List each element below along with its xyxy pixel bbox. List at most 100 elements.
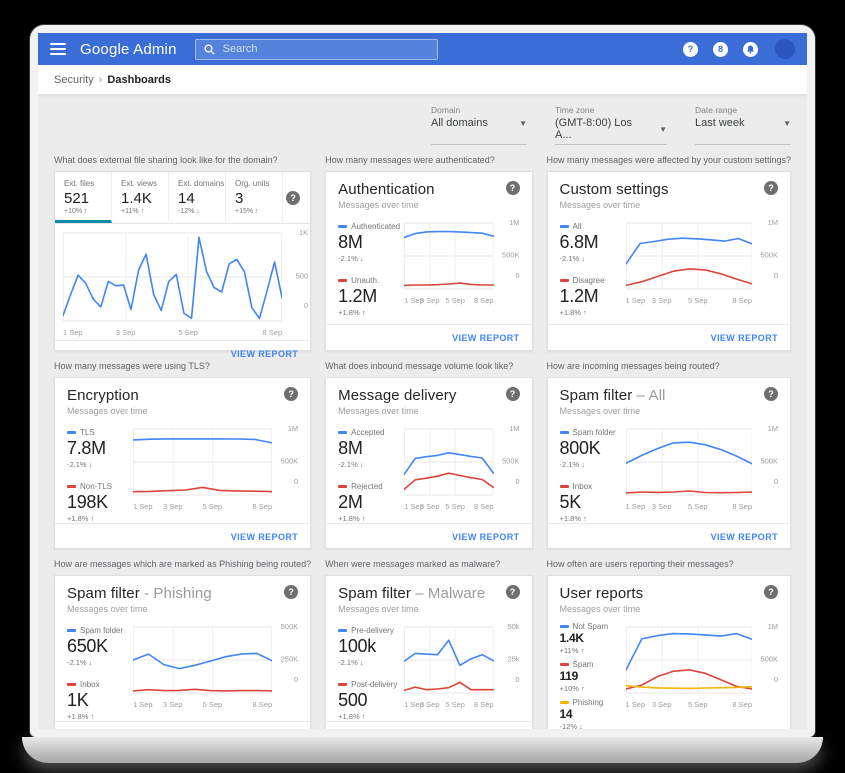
chevron-down-icon: ▼ (659, 124, 667, 134)
card-grid: What does external file sharing look lik… (48, 155, 797, 729)
help-icon[interactable]: ? (505, 585, 520, 599)
legend-swatch (559, 485, 569, 488)
search-input[interactable] (222, 43, 429, 55)
view-report-link[interactable]: VIEW REPORT (710, 332, 778, 343)
card-question: How many messages were using TLS? (54, 361, 210, 371)
stat-column: TLS 7.8M -2.1% ↓ Non-TLS 198K +1.8% ↑ (67, 424, 133, 523)
card-title: Authentication (338, 181, 435, 198)
card-spam-filter-all: How are incoming messages being routed? … (546, 361, 791, 549)
stat-inbox: Inbox 5K +1.8% ↑ (559, 482, 593, 523)
tab-ext-domains[interactable]: Ext. domains 14 -12% ↓ (169, 172, 226, 223)
legend-swatch (559, 701, 569, 704)
stat-column: Authenticated 8M -2.1% ↓ Unauth. 1.2M +1… (338, 218, 404, 317)
x-axis-labels: 1 Sep 3 Sep 5 Sep 8 Sep (625, 700, 752, 709)
chart-encryption (132, 424, 273, 500)
avatar[interactable] (775, 39, 795, 59)
help-icon[interactable]: ? (764, 585, 778, 599)
legend-swatch (338, 431, 348, 434)
search-box[interactable] (194, 38, 438, 60)
legend-swatch (559, 431, 569, 434)
x-axis-labels: 1 Sep 3 Sep 5 Sep 8 Sep (404, 296, 494, 305)
legend-swatch (338, 279, 348, 282)
tab-ext-files[interactable]: Ext. files 521 +10% ↑ (55, 172, 112, 223)
bell-icon[interactable] (743, 41, 758, 57)
dashboard-content: Domain All domains ▼ Time zone (GMT-8:00)… (38, 95, 807, 729)
view-report-link[interactable]: VIEW REPORT (230, 348, 299, 359)
legend-swatch (67, 629, 76, 632)
stat-unauth: Unauth. 1.2M +1.8% ↑ (338, 276, 380, 317)
legend-swatch (67, 431, 76, 434)
legend-swatch (559, 225, 569, 228)
card-subtitle: Messages over time (559, 406, 641, 416)
tab-org-units[interactable]: Org. units 3 +15% ↑ (226, 172, 283, 223)
y-axis-labels: 1M 500K 0 (760, 218, 778, 280)
card-subtitle: Messages over time (67, 406, 148, 416)
tab-ext-views[interactable]: Ext. views 1.4K +11% ↑ (112, 172, 169, 223)
stat-disagree: Disagree 1.2M +1.8% ↑ (559, 276, 605, 317)
legend-swatch (338, 485, 348, 488)
stat-column: Spam folder 650K -2.1% ↓ Inbox 1K +1.8% … (67, 622, 133, 721)
card-user-reports: How often are users reporting their mess… (546, 559, 791, 729)
stat-post-delivery: Post-delivery 500 +1.8% ↑ (338, 680, 398, 721)
card-spam-filter-phishing: How are messages which are marked as Phi… (54, 559, 312, 729)
laptop-base (22, 737, 823, 763)
view-report-link[interactable]: VIEW REPORT (230, 531, 299, 542)
y-axis-labels: 1M 500K 0 (502, 218, 520, 280)
card-title: Spam filter – All (559, 387, 666, 404)
legend-swatch (338, 683, 348, 686)
view-report-link[interactable]: VIEW REPORT (452, 332, 520, 343)
chart-custom-settings (624, 218, 753, 294)
breadcrumb: Security › Dashboards (38, 65, 807, 95)
chart-spam-filter-malware (403, 622, 495, 698)
x-axis-labels: 1 Sep 3 Sep 5 Sep 8 Sep (133, 700, 273, 709)
help-icon[interactable]: ? (284, 585, 299, 599)
breadcrumb-security[interactable]: Security (54, 73, 94, 86)
view-report-link[interactable]: VIEW REPORT (452, 531, 520, 542)
help-icon[interactable]: ? (286, 190, 301, 205)
x-axis-labels: 1 Sep 3 Sep 5 Sep 8 Sep (63, 328, 283, 337)
y-axis-labels: 50k 25k 0 (507, 622, 520, 684)
card-title: Message delivery (338, 387, 457, 404)
x-axis-labels: 1 Sep 3 Sep 5 Sep 8 Sep (404, 700, 494, 709)
stat-accepted: Accepted 8M -2.1% ↓ (338, 428, 385, 469)
card-spam-filter-malware: When were messages marked as malware? Sp… (325, 559, 533, 729)
stat-spam-folder: Spam folder 650K -2.1% ↓ (67, 626, 124, 667)
stat-pre-delivery: Pre-delivery 100k -2.1% ↓ (338, 626, 394, 667)
timezone-filter[interactable]: Time zone (GMT-8:00) Los A... ▼ (555, 105, 667, 145)
daterange-filter[interactable]: Date range Last week ▼ (695, 105, 791, 145)
filter-bar: Domain All domains ▼ Time zone (GMT-8:00)… (48, 105, 791, 145)
help-icon[interactable]: ? (284, 387, 299, 401)
card-subtitle: Messages over time (338, 200, 419, 210)
menu-icon[interactable] (50, 43, 66, 55)
stat-column: Not Spam 1.4K +11% ↑ Spam 119 +10% ↑ (559, 622, 626, 729)
laptop-bezel: Google Admin ? 8 (30, 25, 815, 737)
x-axis-labels: 1 Sep 3 Sep 5 Sep 8 Sep (133, 502, 273, 511)
y-axis-labels: 1M 500K 0 (280, 424, 299, 486)
card-title: Spam filter - Phishing (67, 585, 212, 602)
stat-non-tls: Non-TLS 198K +1.8% ↑ (67, 482, 113, 523)
help-icon[interactable]: ? (505, 387, 520, 401)
app-title: Google Admin (80, 40, 177, 58)
view-report-link[interactable]: VIEW REPORT (710, 531, 778, 542)
stat-column: Accepted 8M -2.1% ↓ Rejected 2M +1.8% ↑ (338, 424, 404, 523)
legend-swatch (338, 225, 348, 228)
stat-column: All 6.8M -2.1% ↓ Disagree 1.2M +1.8% ↑ (559, 218, 626, 317)
y-axis-labels: 1K 500 0 (295, 228, 309, 310)
card-title: Spam filter – Malware (338, 585, 486, 602)
help-icon[interactable]: ? (764, 387, 778, 401)
chevron-right-icon: › (98, 73, 103, 86)
search-icon (204, 43, 215, 55)
help-circle-icon[interactable]: ? (683, 41, 698, 57)
x-axis-labels: 1 Sep 3 Sep 5 Sep 8 Sep (625, 502, 752, 511)
card-subtitle: Messages over time (338, 604, 419, 614)
notifications-count-icon[interactable]: 8 (713, 41, 728, 57)
y-axis-labels: 500K 250K 0 (280, 622, 299, 684)
domain-filter[interactable]: Domain All domains ▼ (431, 105, 527, 145)
card-message-delivery: What does inbound message volume look li… (325, 361, 533, 549)
chevron-down-icon: ▼ (783, 118, 791, 128)
card-subtitle: Messages over time (559, 604, 641, 614)
help-icon[interactable]: ? (764, 181, 778, 195)
help-icon[interactable]: ? (505, 181, 520, 195)
card-question: How are incoming messages being routed? (546, 361, 720, 371)
